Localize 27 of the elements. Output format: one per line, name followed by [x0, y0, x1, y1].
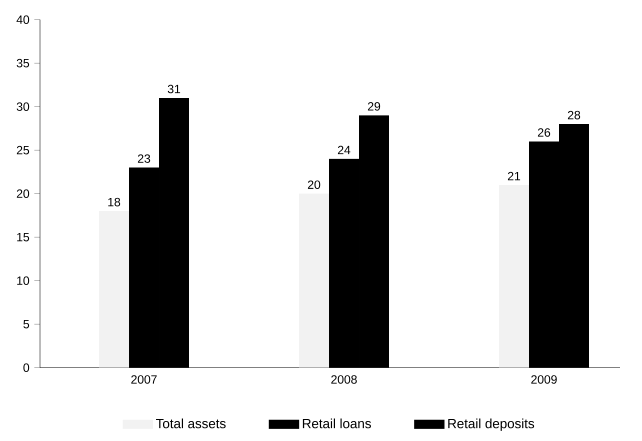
data-label: 31	[168, 84, 180, 94]
data-label: 20	[308, 180, 320, 189]
legend-label: Retail loans	[302, 418, 371, 428]
y-tick-label: 30	[16, 102, 30, 111]
y-tick-label: 5	[23, 320, 30, 328]
data-label: 28	[568, 110, 580, 120]
y-tick-label: 15	[17, 232, 30, 242]
x-tick-label: 2009	[531, 375, 557, 384]
legend-label: Retail deposits	[448, 418, 534, 431]
x-tick-label: 2007	[131, 375, 157, 384]
y-tick-label: 35	[16, 58, 30, 68]
y-tick-label: 10	[17, 276, 30, 285]
y-tick-label: 25	[16, 146, 30, 154]
bar	[99, 211, 130, 368]
x-tick-label: 2008	[331, 375, 357, 384]
y-tick-label: 0	[23, 363, 30, 372]
bar	[299, 194, 330, 368]
bar	[499, 184, 530, 368]
data-label: 29	[368, 102, 380, 111]
y-tick-label: 20	[16, 189, 30, 198]
data-label: 18	[108, 198, 120, 206]
data-label: 21	[508, 172, 520, 180]
data-label: 24	[338, 146, 350, 154]
data-label: 23	[138, 154, 150, 163]
data-label: 26	[538, 128, 550, 137]
legend-label: Total assets	[156, 418, 226, 428]
y-tick-label: 40	[16, 15, 30, 24]
